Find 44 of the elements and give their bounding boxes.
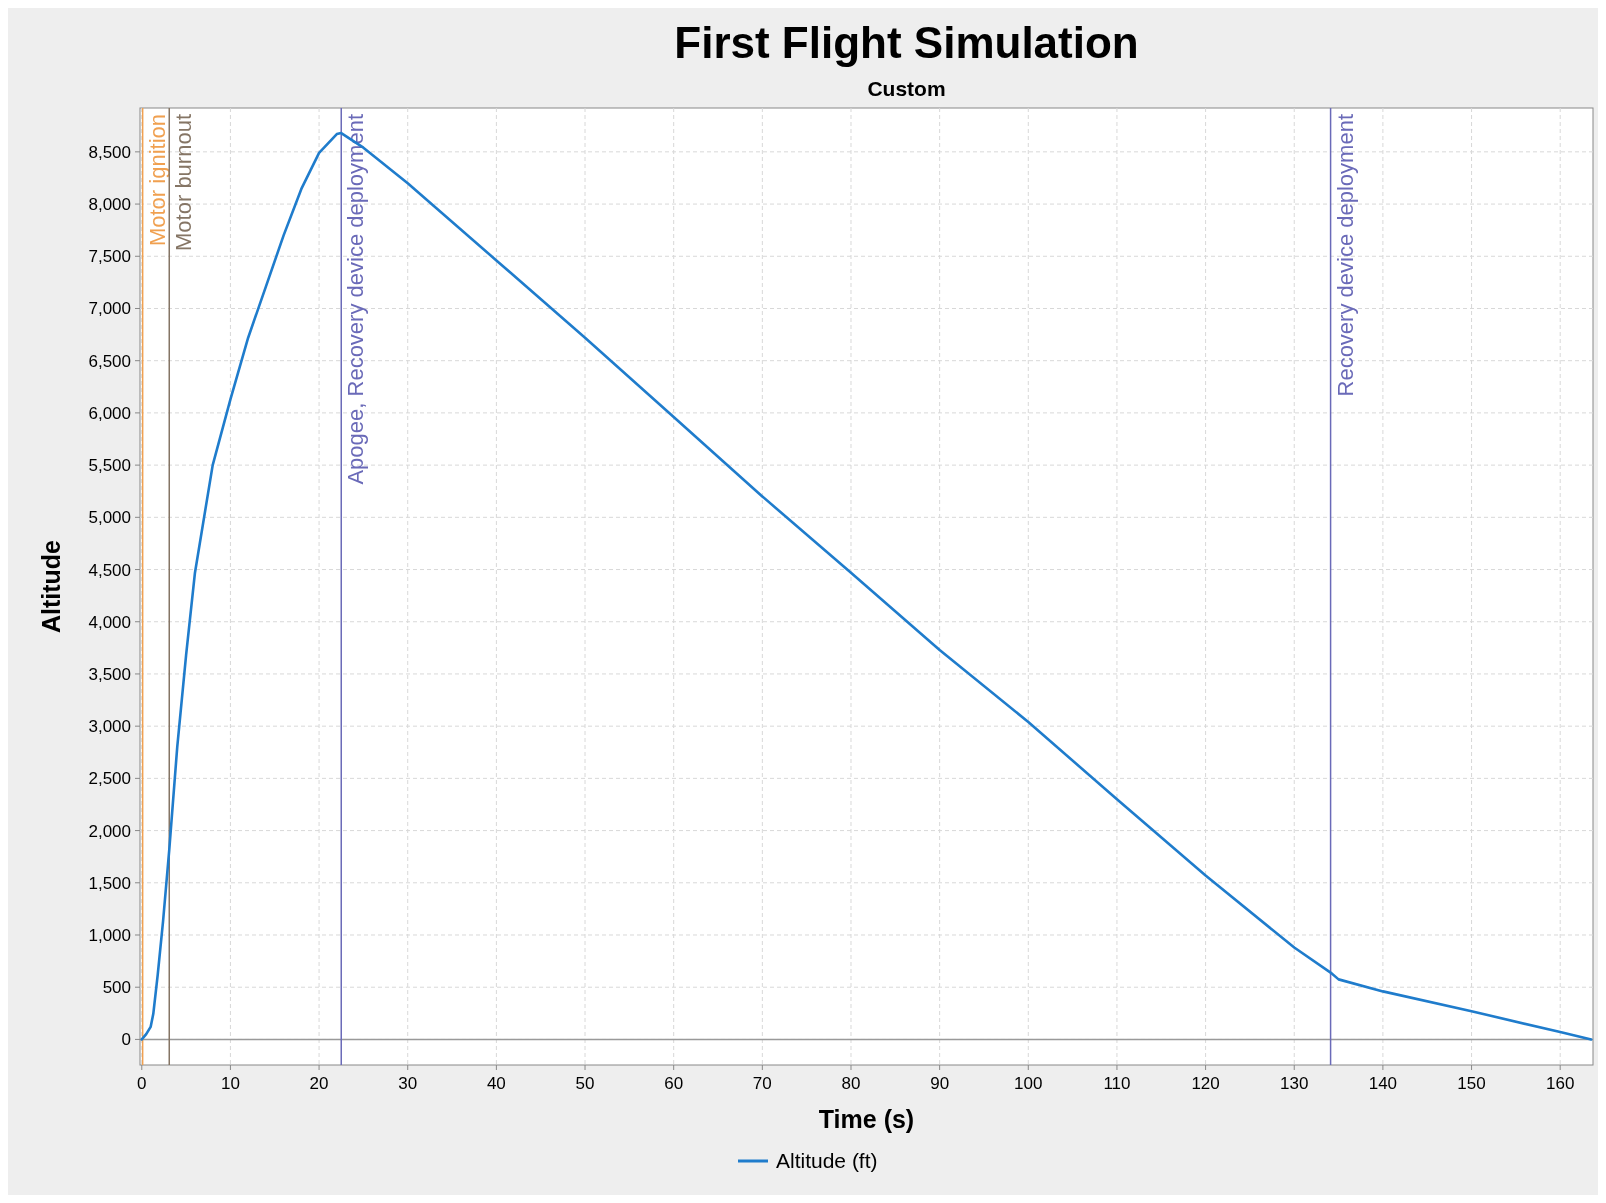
chart-title: First Flight Simulation xyxy=(674,18,1139,67)
y-tick-label: 4,000 xyxy=(88,612,131,632)
ref-line-label: Motor ignition xyxy=(144,114,170,247)
x-tick-label: 140 xyxy=(1368,1074,1398,1093)
x-tick-label: 10 xyxy=(220,1074,240,1093)
ref-line-label: Recovery device deployment xyxy=(1332,114,1358,397)
y-tick-label: 6,500 xyxy=(88,351,131,371)
y-tick-label: 1,000 xyxy=(88,926,131,945)
x-tick-label: 70 xyxy=(752,1074,772,1093)
legend-label: Altitude (ft) xyxy=(776,1149,878,1172)
x-axis-title: Time (s) xyxy=(818,1105,915,1133)
x-tick-label: 130 xyxy=(1280,1074,1309,1093)
x-tick-label: 120 xyxy=(1191,1074,1220,1093)
y-tick-label: 7,000 xyxy=(88,299,131,319)
y-tick-label: 2,500 xyxy=(88,769,131,789)
x-tick-label: 60 xyxy=(664,1074,684,1093)
x-tick-label: 90 xyxy=(930,1074,950,1093)
y-tick-label: 1,500 xyxy=(88,873,131,893)
x-tick-label: 100 xyxy=(1014,1074,1043,1093)
y-tick-label: 7,500 xyxy=(88,247,131,267)
x-tick-label: 50 xyxy=(575,1074,595,1093)
y-tick-label: 5,500 xyxy=(88,456,131,476)
x-tick-label: 30 xyxy=(398,1074,418,1093)
y-tick-label: 8,500 xyxy=(88,142,131,162)
chart-subtitle: Custom xyxy=(867,77,946,100)
y-tick-label: 2,000 xyxy=(88,821,131,841)
y-tick-label: 4,500 xyxy=(88,560,131,580)
y-tick-label: 0 xyxy=(121,1030,131,1050)
x-tick-label: 40 xyxy=(486,1074,506,1093)
y-axis-title: Altitude xyxy=(37,539,65,634)
y-tick-label: 3,000 xyxy=(88,717,131,737)
y-tick-label: 8,000 xyxy=(88,195,131,215)
x-tick-label: 110 xyxy=(1103,1074,1131,1093)
x-tick-label: 0 xyxy=(137,1074,147,1093)
ref-line-label: Apogee, Recovery device deployment xyxy=(343,114,369,485)
x-tick-label: 150 xyxy=(1457,1074,1486,1093)
ref-line-label: Motor burnout xyxy=(171,114,197,251)
x-tick-label: 20 xyxy=(309,1074,329,1093)
y-tick-label: 6,000 xyxy=(88,403,131,423)
x-tick-label: 160 xyxy=(1546,1074,1575,1093)
y-tick-label: 500 xyxy=(102,978,131,998)
y-tick-label: 5,000 xyxy=(88,508,131,528)
y-tick-label: 3,500 xyxy=(88,664,131,684)
x-tick-label: 80 xyxy=(841,1074,861,1093)
